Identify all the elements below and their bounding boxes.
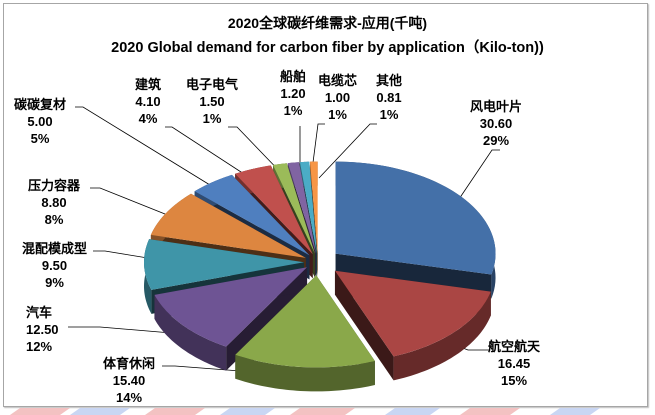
data-label-automotive: 汽车 12.50 12% [26, 304, 59, 355]
label-percent: 1% [379, 107, 399, 122]
label-category: 建筑 [135, 77, 162, 92]
pie-slice [334, 270, 491, 381]
leader-line-cc [75, 106, 224, 194]
label-category: 体育休闲 [103, 356, 156, 371]
label-category: 风电叶片 [470, 99, 523, 114]
label-percent: 4% [138, 111, 158, 126]
label-value: 9.50 [41, 258, 68, 273]
label-value: 1.00 [324, 90, 351, 105]
leader-line-cable [310, 123, 325, 179]
label-value: 16.45 [497, 356, 531, 371]
leader-line-building [165, 126, 262, 186]
leader-line-electronic [228, 126, 289, 181]
label-percent: 12% [26, 339, 53, 354]
data-label-wind: 风电叶片 30.60 29% [470, 98, 522, 149]
label-percent: 5% [30, 131, 50, 146]
label-value: 1.50 [199, 94, 225, 109]
label-category: 碳碳复材 [14, 97, 67, 112]
leader-line-other [318, 123, 377, 179]
label-percent: 1% [202, 111, 222, 126]
label-percent: 14% [115, 390, 143, 405]
label-percent: 29% [482, 133, 510, 148]
label-value: 15.40 [112, 373, 146, 388]
data-label-sports: 体育休闲 15.40 14% [103, 355, 155, 406]
label-category: 电子电气 [186, 77, 239, 92]
label-value: 12.50 [26, 322, 59, 337]
label-percent: 15% [500, 373, 528, 388]
label-value: 8.80 [41, 195, 67, 210]
label-value: 0.81 [376, 90, 402, 105]
data-label-building: 建筑 4.10 4% [135, 76, 161, 127]
data-label-cable-core: 电缆芯 1.00 1% [318, 72, 357, 123]
label-category: 电缆芯 [318, 73, 358, 88]
label-category: 压力容器 [28, 178, 81, 193]
pie-slice [235, 275, 375, 392]
data-label-molding: 混配模成型 9.50 9% [22, 240, 87, 291]
label-percent: 9% [45, 275, 64, 290]
leader-line-pressure [90, 187, 181, 221]
data-label-aerospace: 航空航天 16.45 15% [488, 338, 540, 389]
data-label-carbon-carbon: 碳碳复材 5.00 5% [14, 96, 66, 147]
label-value: 5.00 [27, 114, 53, 129]
data-label-electronics: 电子电气 1.50 1% [186, 76, 238, 127]
data-label-pressure-vessel: 压力容器 8.80 8% [28, 177, 80, 228]
label-category: 船舶 [280, 69, 307, 84]
data-label-ship: 船舶 1.20 1% [280, 68, 306, 119]
watermark-strip [10, 408, 600, 415]
label-value: 30.60 [479, 116, 513, 131]
leader-line-wind [454, 149, 500, 206]
label-category: 汽车 [26, 305, 53, 320]
pie-slice [154, 267, 308, 371]
leader-line-auto [68, 326, 196, 336]
label-percent: 1% [283, 103, 303, 118]
label-category: 混配模成型 [22, 241, 88, 256]
label-value: 4.10 [135, 94, 161, 109]
label-category: 其他 [376, 73, 403, 88]
data-label-other: 其他 0.81 1% [376, 72, 402, 123]
chart-subtitle: 2020 Global demand for carbon fiber by a… [111, 40, 544, 56]
label-category: 航空航天 [488, 339, 541, 354]
chart-title: 2020全球碳纤维需求-应用(千吨) [227, 15, 428, 31]
label-percent: 8% [44, 212, 64, 227]
leader-line-mold [93, 250, 161, 261]
label-percent: 1% [328, 107, 347, 122]
label-value: 1.20 [280, 86, 306, 101]
